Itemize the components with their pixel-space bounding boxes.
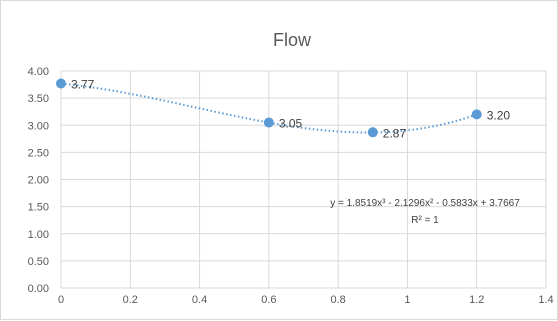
data-labels: 3.77 3.05 2.87 3.20 bbox=[71, 77, 510, 140]
y-tick-label: 4.00 bbox=[28, 66, 49, 78]
data-point bbox=[56, 78, 66, 89]
data-points bbox=[56, 78, 482, 138]
y-tick-label: 3.00 bbox=[28, 120, 49, 132]
data-point bbox=[263, 117, 274, 128]
trendline-r-squared: R² = 1 bbox=[411, 215, 439, 226]
y-tick-label: 2.00 bbox=[28, 175, 49, 187]
data-label: 2.87 bbox=[383, 126, 407, 140]
x-tick-label: 1.4 bbox=[538, 294, 553, 306]
data-label: 3.05 bbox=[279, 117, 303, 131]
y-tick-label: 3.50 bbox=[28, 93, 49, 105]
y-axis-ticks: 0.00 0.50 1.00 1.50 2.00 2.50 3.00 3.50 4.00 bbox=[28, 66, 49, 295]
y-tick-label: 2.50 bbox=[28, 147, 49, 159]
x-axis-ticks: 0 0.2 0.4 0.6 0.8 1 1.2 1.4 bbox=[58, 294, 554, 306]
x-tick-label: 1 bbox=[404, 294, 410, 306]
trendline-equation: y = 1.8519x³ - 2.1296x² - 0.5833x + 3.76… bbox=[330, 198, 520, 209]
x-tick-label: 0.6 bbox=[261, 294, 276, 306]
x-tick-label: 0.8 bbox=[330, 294, 345, 306]
data-point bbox=[471, 109, 482, 120]
y-tick-label: 0.50 bbox=[28, 256, 49, 268]
chart-title: Flow bbox=[273, 30, 312, 50]
y-tick-label: 1.50 bbox=[28, 202, 49, 214]
gridlines bbox=[60, 70, 547, 289]
x-tick-label: 0.2 bbox=[123, 294, 138, 306]
data-label: 3.20 bbox=[487, 108, 511, 122]
y-tick-label: 0.00 bbox=[28, 283, 49, 295]
x-tick-label: 0 bbox=[58, 294, 64, 306]
data-point bbox=[367, 127, 378, 138]
data-label: 3.77 bbox=[71, 77, 95, 91]
y-tick-label: 1.00 bbox=[28, 229, 49, 241]
x-tick-label: 0.4 bbox=[192, 294, 207, 306]
x-tick-label: 1.2 bbox=[469, 294, 484, 306]
